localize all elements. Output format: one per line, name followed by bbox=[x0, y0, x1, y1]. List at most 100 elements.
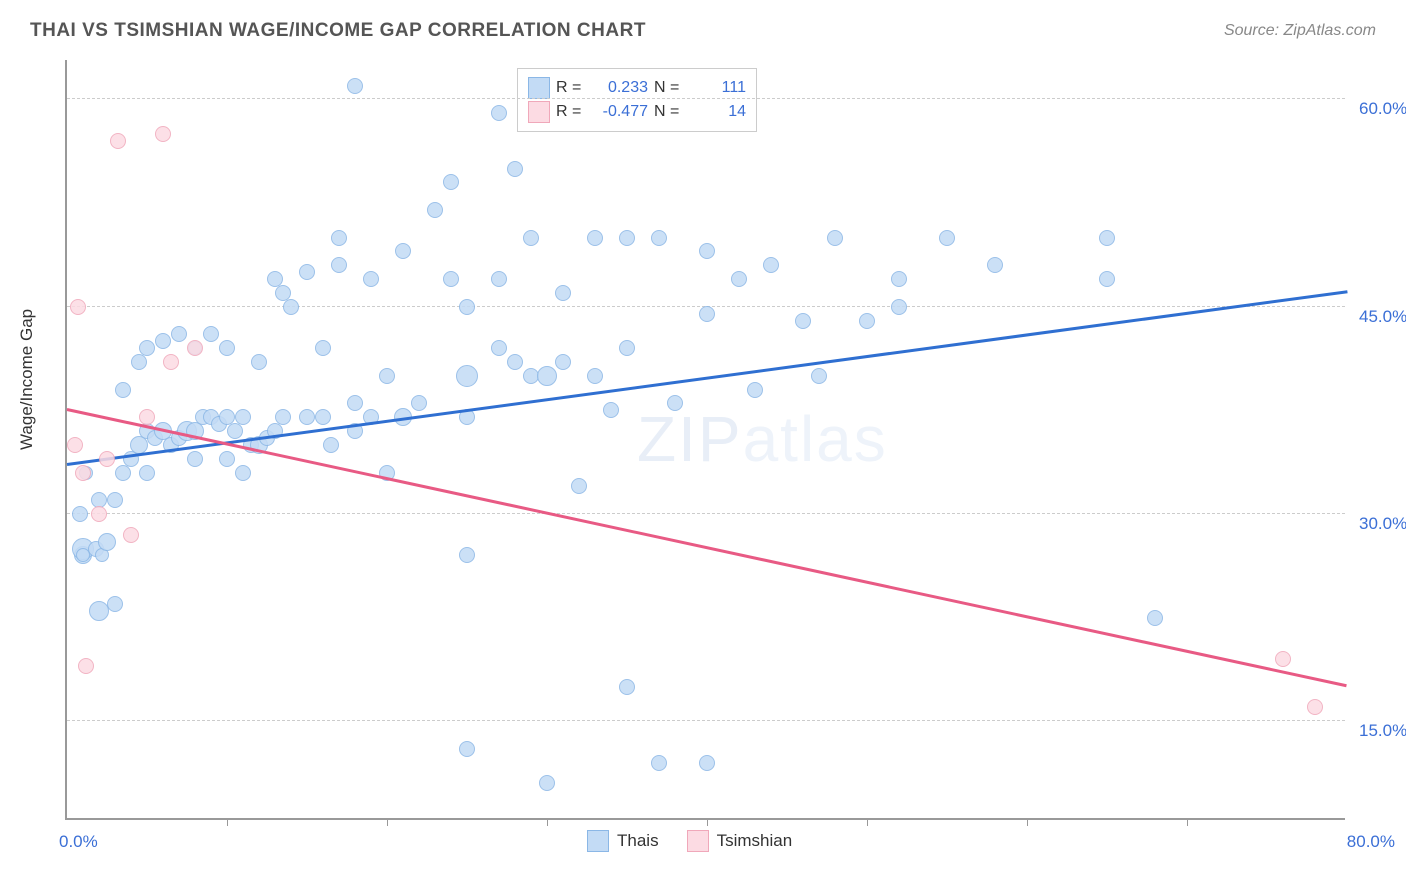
data-point-thais bbox=[891, 271, 907, 287]
data-point-thais bbox=[987, 257, 1003, 273]
data-point-thais bbox=[555, 354, 571, 370]
r-label: R = bbox=[556, 79, 584, 97]
legend-swatch-tsimshian bbox=[528, 101, 550, 123]
legend-swatch-thais bbox=[528, 77, 550, 99]
data-point-thais bbox=[939, 230, 955, 246]
legend-swatch-thais-icon bbox=[587, 830, 609, 852]
data-point-thais bbox=[459, 547, 475, 563]
data-point-thais bbox=[651, 230, 667, 246]
data-point-thais bbox=[827, 230, 843, 246]
data-point-thais bbox=[459, 299, 475, 315]
gridline bbox=[67, 98, 1345, 99]
n-value-thais: 111 bbox=[688, 79, 746, 97]
r-value-tsimshian: -0.477 bbox=[590, 103, 648, 121]
x-tick bbox=[707, 818, 708, 826]
data-point-thais bbox=[699, 306, 715, 322]
data-point-thais bbox=[235, 409, 251, 425]
x-tick bbox=[547, 818, 548, 826]
trend-line-tsimshian bbox=[67, 408, 1348, 687]
r-label: R = bbox=[556, 103, 584, 121]
data-point-thais bbox=[139, 465, 155, 481]
source-label: Source: ZipAtlas.com bbox=[1224, 22, 1376, 40]
data-point-thais bbox=[651, 755, 667, 771]
data-point-thais bbox=[395, 243, 411, 259]
data-point-thais bbox=[299, 409, 315, 425]
watermark-light: atlas bbox=[743, 403, 888, 475]
legend-label-thais: Thais bbox=[617, 831, 659, 851]
data-point-thais bbox=[275, 409, 291, 425]
data-point-thais bbox=[731, 271, 747, 287]
data-point-thais bbox=[347, 78, 363, 94]
data-point-thais bbox=[811, 368, 827, 384]
chart-title: THAI VS TSIMSHIAN WAGE/INCOME GAP CORREL… bbox=[30, 20, 646, 42]
chart-plot-area: Wage/Income Gap ZIPatlas R = 0.233 N = 1… bbox=[65, 60, 1345, 820]
data-point-thais bbox=[507, 354, 523, 370]
legend-row-tsimshian: R = -0.477 N = 14 bbox=[528, 101, 746, 123]
data-point-thais bbox=[323, 437, 339, 453]
y-tick-label: 45.0% bbox=[1359, 307, 1406, 327]
data-point-thais bbox=[219, 340, 235, 356]
n-label: N = bbox=[654, 79, 682, 97]
data-point-thais bbox=[459, 741, 475, 757]
data-point-thais bbox=[555, 285, 571, 301]
data-point-thais bbox=[603, 402, 619, 418]
data-point-thais bbox=[235, 465, 251, 481]
data-point-thais bbox=[115, 465, 131, 481]
data-point-thais bbox=[587, 230, 603, 246]
data-point-thais bbox=[203, 326, 219, 342]
data-point-thais bbox=[315, 340, 331, 356]
data-point-thais bbox=[587, 368, 603, 384]
x-max-label: 80.0% bbox=[1347, 832, 1395, 852]
y-axis-title: Wage/Income Gap bbox=[17, 309, 37, 450]
x-tick bbox=[227, 818, 228, 826]
y-tick-label: 15.0% bbox=[1359, 721, 1406, 741]
gridline bbox=[67, 720, 1345, 721]
data-point-thais bbox=[347, 395, 363, 411]
data-point-tsimshian bbox=[70, 299, 86, 315]
data-point-thais bbox=[315, 409, 331, 425]
x-tick bbox=[387, 818, 388, 826]
data-point-thais bbox=[107, 492, 123, 508]
gridline bbox=[67, 513, 1345, 514]
data-point-thais bbox=[891, 299, 907, 315]
data-point-thais bbox=[139, 340, 155, 356]
x-tick bbox=[1187, 818, 1188, 826]
legend-item-thais: Thais bbox=[587, 830, 659, 852]
data-point-thais bbox=[131, 354, 147, 370]
data-point-thais bbox=[411, 395, 427, 411]
data-point-thais bbox=[427, 202, 443, 218]
data-point-tsimshian bbox=[91, 506, 107, 522]
data-point-thais bbox=[379, 368, 395, 384]
y-tick-label: 30.0% bbox=[1359, 514, 1406, 534]
data-point-thais bbox=[98, 533, 116, 551]
n-value-tsimshian: 14 bbox=[688, 103, 746, 121]
data-point-thais bbox=[795, 313, 811, 329]
x-tick bbox=[867, 818, 868, 826]
data-point-thais bbox=[155, 333, 171, 349]
y-tick-label: 60.0% bbox=[1359, 99, 1406, 119]
data-point-tsimshian bbox=[1275, 651, 1291, 667]
n-label: N = bbox=[654, 103, 682, 121]
data-point-thais bbox=[251, 354, 267, 370]
data-point-tsimshian bbox=[75, 465, 91, 481]
data-point-thais bbox=[859, 313, 875, 329]
data-point-tsimshian bbox=[123, 527, 139, 543]
data-point-thais bbox=[72, 506, 88, 522]
data-point-thais bbox=[523, 230, 539, 246]
data-point-thais bbox=[507, 161, 523, 177]
watermark: ZIPatlas bbox=[637, 402, 888, 476]
data-point-thais bbox=[107, 596, 123, 612]
x-tick bbox=[1027, 818, 1028, 826]
legend-item-tsimshian: Tsimshian bbox=[687, 830, 793, 852]
data-point-tsimshian bbox=[110, 133, 126, 149]
data-point-thais bbox=[699, 755, 715, 771]
data-point-thais bbox=[491, 105, 507, 121]
data-point-thais bbox=[89, 601, 109, 621]
data-point-thais bbox=[331, 257, 347, 273]
data-point-thais bbox=[539, 775, 555, 791]
data-point-thais bbox=[619, 230, 635, 246]
data-point-tsimshian bbox=[67, 437, 83, 453]
x-min-label: 0.0% bbox=[59, 832, 98, 852]
data-point-tsimshian bbox=[187, 340, 203, 356]
data-point-thais bbox=[443, 174, 459, 190]
